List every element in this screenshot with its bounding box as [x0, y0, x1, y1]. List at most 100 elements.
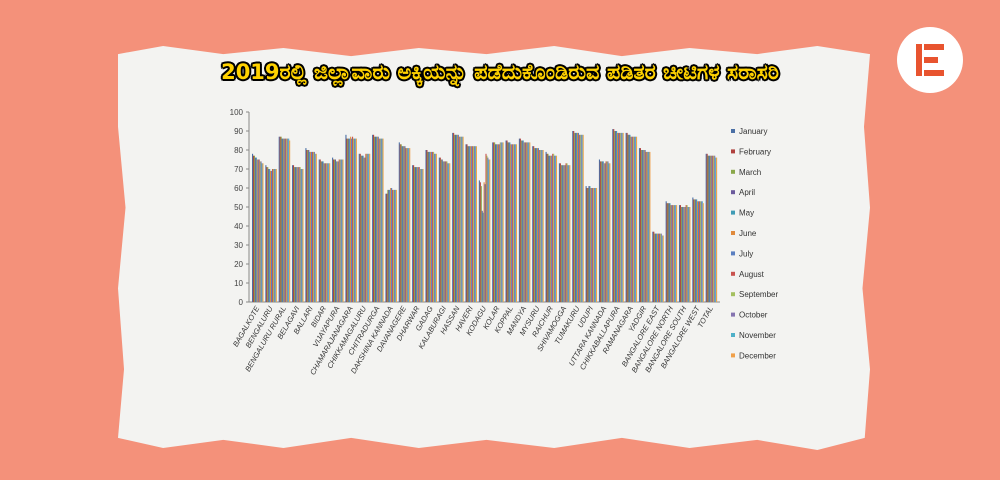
y-tick-label: 0 [239, 298, 244, 307]
bar [314, 153, 316, 302]
legend-swatch [731, 292, 735, 297]
bar [324, 163, 326, 302]
bar [558, 163, 560, 302]
bar [298, 167, 300, 302]
bar [353, 138, 356, 302]
bar [322, 161, 324, 302]
bar [654, 233, 656, 302]
bar [281, 138, 283, 302]
bar [553, 153, 555, 302]
bar [711, 155, 713, 302]
bar [474, 146, 477, 302]
bar [405, 148, 407, 302]
legend-label: January [739, 127, 767, 136]
bar [582, 134, 584, 302]
bar [439, 157, 441, 302]
bar [271, 169, 274, 302]
bar [435, 153, 437, 302]
bar [393, 189, 396, 302]
bar [511, 144, 513, 302]
bar [506, 140, 508, 302]
bar [575, 132, 577, 302]
bar [308, 150, 310, 302]
bar [592, 188, 594, 302]
bar [364, 157, 366, 302]
bar [382, 138, 384, 302]
bar [697, 201, 699, 302]
bar [380, 138, 382, 302]
bar [602, 161, 604, 302]
bar [448, 163, 450, 302]
bar [514, 144, 517, 302]
bar [576, 132, 579, 302]
bar [535, 148, 537, 302]
bar [400, 144, 402, 302]
bar [595, 188, 597, 302]
bar [521, 140, 523, 302]
bar [312, 151, 315, 302]
y-tick-label: 20 [234, 260, 243, 269]
bar [486, 155, 488, 302]
bar [282, 138, 284, 302]
bar [657, 233, 659, 302]
bar [461, 136, 463, 302]
y-tick-label: 30 [234, 241, 243, 250]
bar [568, 165, 570, 302]
bar [502, 142, 504, 302]
bar [699, 201, 701, 302]
bar [445, 161, 447, 302]
bar [373, 136, 376, 302]
bar [301, 169, 303, 302]
bar [333, 159, 335, 302]
bar [635, 136, 637, 302]
bar [261, 163, 263, 302]
bar [662, 235, 664, 302]
bar [638, 148, 641, 302]
bar [402, 146, 404, 302]
bar [361, 155, 363, 302]
bar [387, 189, 389, 302]
bar [501, 142, 503, 302]
bar [593, 188, 595, 302]
bar [318, 159, 320, 302]
chart-bars [252, 129, 718, 302]
legend-swatch [731, 251, 735, 256]
bar [632, 136, 634, 302]
bar [398, 142, 400, 302]
bar [479, 182, 481, 302]
bar [529, 142, 531, 302]
bar [604, 163, 606, 302]
bar [643, 150, 645, 302]
bar [369, 153, 371, 302]
e-logo-icon [897, 27, 963, 93]
bar [509, 142, 511, 302]
bar [716, 157, 718, 302]
bar [270, 170, 272, 302]
bar [421, 169, 423, 302]
bar [660, 233, 662, 302]
bar [358, 153, 360, 302]
bar [394, 189, 396, 302]
bar [540, 150, 542, 302]
bar [710, 155, 712, 302]
bar [634, 136, 636, 302]
bar [392, 189, 394, 302]
bar [599, 161, 601, 302]
bar [274, 169, 276, 302]
bar [625, 132, 627, 302]
bar [661, 235, 663, 302]
bar [271, 170, 273, 302]
bar [526, 142, 528, 302]
bar [678, 205, 681, 302]
y-tick-label: 40 [234, 222, 243, 231]
bar [365, 153, 367, 302]
bar [395, 189, 397, 302]
bar [440, 159, 442, 302]
bar [621, 132, 623, 302]
headline-title: 2019ರಲ್ಲಿ ಜಿಲ್ಲಾವಾರು ಅಕ್ಕಿಯನ್ನು ಪಡೆದುಕೊಂ… [221, 60, 779, 84]
y-tick-label: 10 [234, 279, 243, 288]
bar [381, 138, 383, 302]
bar [633, 136, 635, 302]
bar [548, 155, 550, 302]
